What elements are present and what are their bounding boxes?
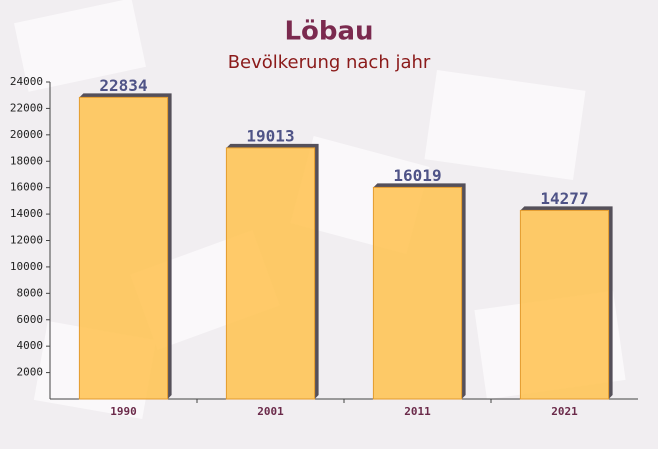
value-label: 22834 xyxy=(99,76,147,95)
bar xyxy=(78,96,169,400)
x-tick-label: 2011 xyxy=(404,405,431,418)
x-tick-label: 2021 xyxy=(551,405,578,418)
y-tick-label: 16000 xyxy=(10,181,43,194)
y-tick-label: 22000 xyxy=(10,101,43,114)
y-tick-label: 2000 xyxy=(17,366,44,379)
x-tick-label: 2001 xyxy=(257,405,284,418)
value-label: 14277 xyxy=(540,189,588,208)
bar xyxy=(519,209,610,400)
bar xyxy=(225,147,316,400)
y-tick-label: 12000 xyxy=(10,234,43,247)
bar xyxy=(372,186,463,400)
chart-title: Löbau xyxy=(284,17,373,47)
y-tick-label: 24000 xyxy=(10,75,43,88)
value-label: 16019 xyxy=(393,166,441,185)
y-tick-label: 6000 xyxy=(17,313,44,326)
value-label: 19013 xyxy=(246,126,294,145)
y-tick-label: 20000 xyxy=(10,128,43,141)
chart-subtitle: Bevölkerung nach jahr xyxy=(228,52,431,73)
y-tick-label: 18000 xyxy=(10,154,43,167)
y-tick-label: 4000 xyxy=(17,339,44,352)
x-tick-label: 1990 xyxy=(110,405,137,418)
y-tick-label: 10000 xyxy=(10,260,43,273)
y-tick-label: 8000 xyxy=(17,286,44,299)
y-tick-label: 14000 xyxy=(10,207,43,220)
